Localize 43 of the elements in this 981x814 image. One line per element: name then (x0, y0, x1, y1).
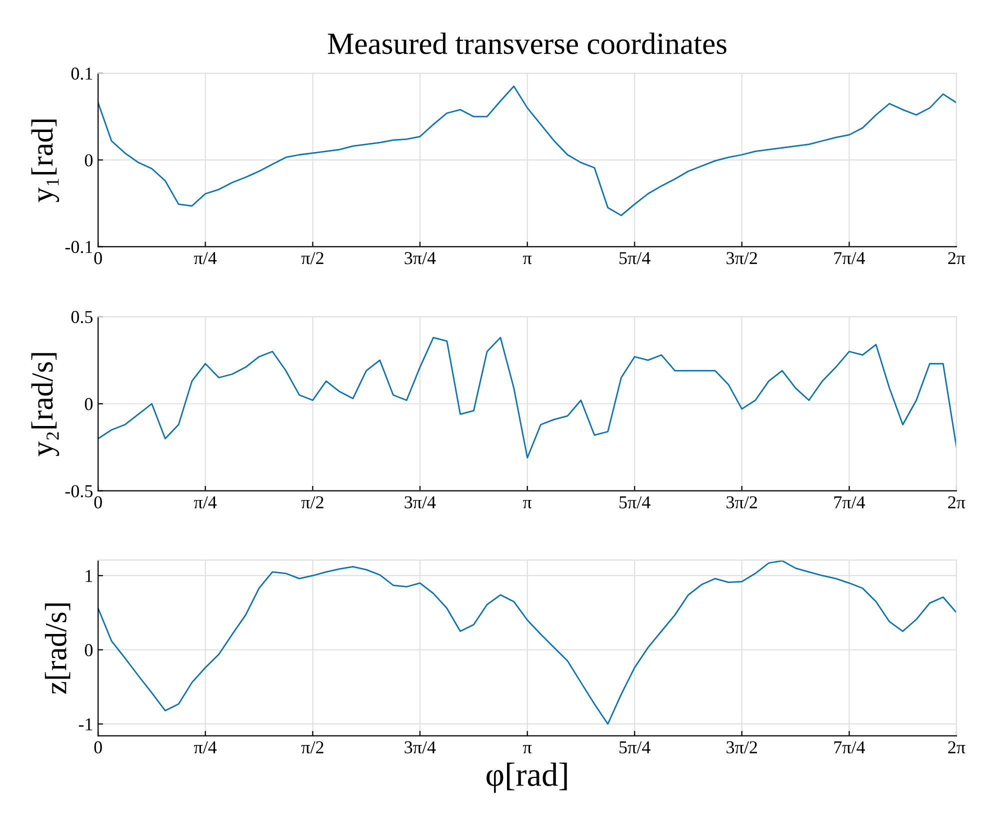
x-tick-label: 2π (948, 741, 966, 754)
x-tick-label: 2π (948, 252, 966, 264)
x-tick-label: 0 (94, 741, 102, 754)
x-tick-label: 5π/4 (620, 496, 650, 508)
x-tick-label: 3π/2 (726, 252, 757, 264)
y-axis-title: y₁[rad] (31, 120, 60, 202)
x-tick-label: 2π (948, 496, 966, 508)
x-tick-label: 7π/4 (834, 741, 866, 754)
y-tick-label: 0 (84, 398, 93, 410)
y-axis-title: y₂[rad/s] (31, 353, 60, 456)
x-tick-label: π/4 (194, 741, 217, 754)
chart-title: Measured transverse coordinates (328, 32, 726, 54)
x-tick-label: 3π/4 (404, 741, 436, 754)
x-tick-label: π/2 (301, 252, 324, 264)
x-tick-label: π/4 (194, 496, 217, 508)
y-tick-label: 0 (84, 154, 93, 166)
line-series (98, 336, 956, 458)
y-tick-label: -0.5 (65, 485, 93, 498)
x-tick-label: 5π/4 (620, 741, 650, 754)
x-tick-label: 0 (94, 496, 102, 508)
x-tick-label: 5π/4 (620, 252, 650, 264)
x-tick-label: 7π/4 (834, 252, 866, 264)
y-tick-label: -0.1 (65, 240, 92, 254)
x-tick-label: π (523, 256, 532, 264)
x-tick-label: π/4 (194, 252, 217, 264)
x-tick-label: 0 (94, 252, 102, 264)
x-tick-label: 7π/4 (834, 496, 866, 508)
line-series (98, 86, 956, 216)
x-tick-label: 3π/2 (726, 741, 757, 754)
y-tick-label: 0 (84, 644, 93, 656)
x-tick-label: π/2 (301, 496, 324, 508)
x-tick-label: π (523, 744, 532, 754)
x-tick-label: 3π/4 (404, 496, 436, 508)
y-axis-title: z[rad/s] (44, 604, 70, 694)
x-tick-label: π (523, 500, 532, 508)
y-tick-label: 0.5 (71, 310, 93, 324)
x-tick-label: 3π/4 (404, 252, 436, 264)
x-tick-label: π/2 (301, 741, 324, 754)
x-tick-label: 3π/2 (726, 496, 757, 508)
y-tick-label: -1 (78, 718, 92, 730)
y-tick-label: 0.1 (71, 68, 92, 80)
x-axis-title: φ[rad] (486, 762, 567, 793)
y-tick-label: 1 (86, 570, 92, 582)
